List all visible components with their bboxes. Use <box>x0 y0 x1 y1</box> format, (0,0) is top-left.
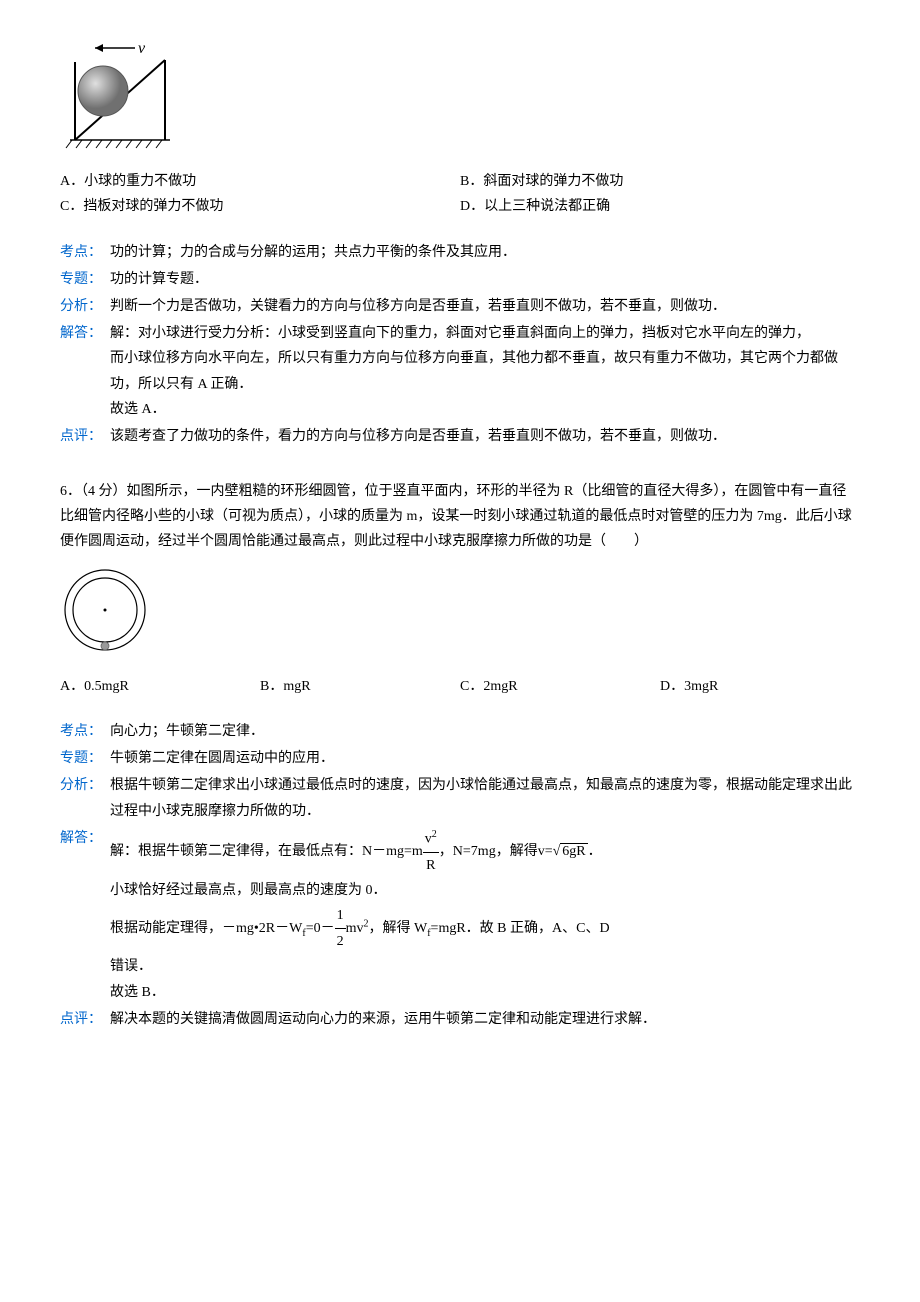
fenxi-text: 根据牛顿第二定律求出小球通过最低点时的速度，因为小球恰能通过最高点，知最高点的速… <box>110 773 855 823</box>
jieda-mid: ，N=7mg，解得 <box>439 844 538 859</box>
sqrt-expr: v=√6gR <box>538 843 588 859</box>
dianping-label: 点评： <box>60 424 110 449</box>
frac-sup: 2 <box>432 829 437 840</box>
kaodian-label: 考点： <box>60 240 110 265</box>
question-5: v A．小球的重力不做功 B．斜面对球的弹力不做功 C．挡板对球的弹力不做功 D… <box>60 40 860 449</box>
q6-fenxi: 分析：根据牛顿第二定律求出小球通过最低点时的速度，因为小球恰能通过最高点，知最高… <box>60 773 860 823</box>
jieda-p1: 解：对小球进行受力分析：小球受到竖直向下的重力，斜面对它垂直斜面向上的弹力，挡板… <box>110 326 810 341</box>
kaodian-text: 功的计算；力的合成与分解的运用；共点力平衡的条件及其应用． <box>110 240 855 265</box>
fraction-v2-R: v2 R <box>423 826 439 878</box>
q6-kaodian: 考点：向心力；牛顿第二定律． <box>60 719 860 744</box>
option-A: A．小球的重力不做功 <box>60 169 460 194</box>
jieda-line2: 小球恰好经过最高点，则最高点的速度为 0． <box>110 883 387 898</box>
jieda-text: 解：根据牛顿第二定律得，在最低点有：N－mg=mv2R，N=7mg，解得v=√6… <box>110 826 855 1005</box>
jieda-p3: 故选 A． <box>110 402 166 417</box>
p3-end: ，解得 W <box>368 921 427 936</box>
option-D: D．3mgR <box>660 674 860 699</box>
q5-figure: v <box>60 40 860 159</box>
option-C: C．挡板对球的弹力不做功 <box>60 194 460 219</box>
kaodian-label: 考点： <box>60 719 110 744</box>
frac-num: v <box>425 831 432 846</box>
fenxi-label: 分析： <box>60 294 110 319</box>
option-B: B．斜面对球的弹力不做功 <box>460 169 860 194</box>
jieda-line3: 根据动能定理得，－mg•2R－Wf=0－12mv2，解得 Wf=mgR．故 B … <box>110 921 610 936</box>
q6-options: A．0.5mgR B．mgR C．2mgR D．3mgR <box>60 674 860 699</box>
q5-kaodian: 考点：功的计算；力的合成与分解的运用；共点力平衡的条件及其应用． <box>60 240 860 265</box>
q6-dianping: 点评：解决本题的关键搞清做圆周运动向心力的来源，运用牛顿第二定律和动能定理进行求… <box>60 1007 860 1032</box>
dianping-text: 解决本题的关键搞清做圆周运动向心力的来源，运用牛顿第二定律和动能定理进行求解． <box>110 1007 855 1032</box>
kaodian-text: 向心力；牛顿第二定律． <box>110 719 855 744</box>
dianping-text: 该题考查了力做功的条件，看力的方向与位移方向是否垂直，若垂直则不做功，若不垂直，… <box>110 424 855 449</box>
half-num: 1 <box>335 903 346 929</box>
q6-figure <box>60 565 860 664</box>
q5-dianping: 点评：该题考查了力做功的条件，看力的方向与位移方向是否垂直，若垂直则不做功，若不… <box>60 424 860 449</box>
sqrt-content: 6gR <box>560 843 587 859</box>
zhuanti-label: 专题： <box>60 267 110 292</box>
q5-jieda: 解答： 解：对小球进行受力分析：小球受到竖直向下的重力，斜面对它垂直斜面向上的弹… <box>60 321 860 422</box>
fenxi-text: 判断一个力是否做功，关键看力的方向与位移方向是否垂直，若垂直则不做功，若不垂直，… <box>110 294 855 319</box>
frac-den: R <box>423 853 439 878</box>
period: ． <box>588 844 602 859</box>
q5-zhuanti: 专题：功的计算专题． <box>60 267 860 292</box>
fenxi-label: 分析： <box>60 773 110 798</box>
half-den: 2 <box>335 929 346 954</box>
jieda-prefix: 解：根据牛顿第二定律得，在最低点有：N－mg=m <box>110 844 423 859</box>
zhuanti-label: 专题： <box>60 746 110 771</box>
p3-prefix: 根据动能定理得，－mg•2R－W <box>110 921 302 936</box>
fraction-half: 12 <box>335 903 346 954</box>
q6-stem: 6．（4 分）如图所示，一内壁粗糙的环形细圆管，位于竖直平面内，环形的半径为 R… <box>60 479 860 555</box>
p3-after: mv <box>346 921 364 936</box>
q6-zhuanti: 专题：牛顿第二定律在圆周运动中的应用． <box>60 746 860 771</box>
jieda-p2: 而小球位移方向水平向左，所以只有重力方向与位移方向垂直，其他力都不垂直，故只有重… <box>110 351 838 391</box>
jieda-line1: 解：根据牛顿第二定律得，在最低点有：N－mg=mv2R，N=7mg，解得v=√6… <box>110 844 602 859</box>
p3-mid: =0－ <box>306 921 335 936</box>
jieda-label: 解答： <box>60 826 110 851</box>
sqrt-prefix: v= <box>538 844 553 859</box>
q5-fenxi: 分析：判断一个力是否做功，关键看力的方向与位移方向是否垂直，若垂直则不做功，若不… <box>60 294 860 319</box>
zhuanti-text: 功的计算专题． <box>110 267 855 292</box>
jieda-text: 解：对小球进行受力分析：小球受到竖直向下的重力，斜面对它垂直斜面向上的弹力，挡板… <box>110 321 855 422</box>
option-B: B．mgR <box>260 674 460 699</box>
option-C: C．2mgR <box>460 674 660 699</box>
question-6: 6．（4 分）如图所示，一内壁粗糙的环形细圆管，位于竖直平面内，环形的半径为 R… <box>60 479 860 1032</box>
option-D: D．以上三种说法都正确 <box>460 194 860 219</box>
q6-jieda: 解答： 解：根据牛顿第二定律得，在最低点有：N－mg=mv2R，N=7mg，解得… <box>60 826 860 1005</box>
dianping-label: 点评： <box>60 1007 110 1032</box>
jieda-line4: 错误． <box>110 959 152 974</box>
p3-end2: =mgR．故 B 正确，A、C、D <box>431 921 610 936</box>
q5-options: A．小球的重力不做功 B．斜面对球的弹力不做功 C．挡板对球的弹力不做功 D．以… <box>60 169 860 219</box>
jieda-label: 解答： <box>60 321 110 346</box>
jieda-line5: 故选 B． <box>110 985 165 1000</box>
option-A: A．0.5mgR <box>60 674 260 699</box>
zhuanti-text: 牛顿第二定律在圆周运动中的应用． <box>110 746 855 771</box>
velocity-label: v <box>138 40 146 57</box>
